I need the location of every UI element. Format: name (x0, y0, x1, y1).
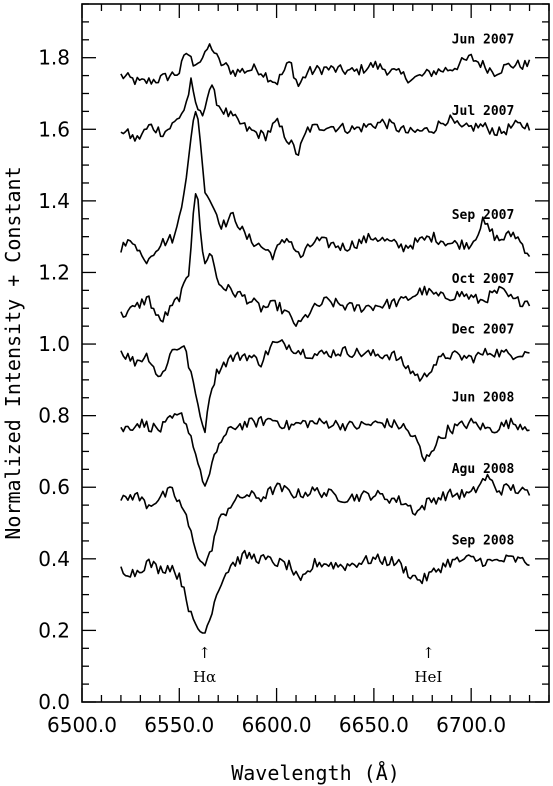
spectrum-line-6 (120, 473, 531, 567)
series-label-0: Jun 2007 (452, 32, 515, 47)
spectrum-line-7 (120, 549, 530, 634)
spectrum-line-3 (120, 193, 531, 328)
x-tick-label: 6550.0 (144, 713, 214, 737)
annotation-arrow-1: ↑ (422, 644, 435, 662)
labels-group: Jun 2007 Jul 2007 Sep 2007 Oct 2007 Dec 2007… (193, 32, 515, 686)
series-label-2: Sep 2007 (452, 208, 515, 223)
x-tick-label: 6650.0 (339, 713, 409, 737)
series-label-4: Dec 2007 (452, 322, 515, 337)
y-tick-label: 1.8 (38, 46, 70, 70)
x-tick-label: 6500.0 (47, 713, 117, 737)
annotation-arrow-0: ↑ (198, 644, 211, 662)
series-label-1: Jul 2007 (452, 104, 515, 119)
x-tick-label: 6600.0 (242, 713, 312, 737)
y-tick-label: 0.0 (38, 690, 70, 714)
spectrum-line-5 (120, 412, 530, 487)
y-tick-label: 1.0 (38, 332, 70, 356)
series-label-7: Sep 2008 (452, 534, 515, 549)
spectrum-line-0 (120, 43, 531, 88)
y-tick-label: 1.2 (38, 260, 70, 284)
y-tick-label: 0.6 (38, 475, 70, 499)
y-tick-label: 1.6 (38, 117, 70, 141)
series-label-6: Agu 2008 (452, 462, 515, 477)
series-label-5: Jun 2008 (452, 390, 515, 405)
spectrum-line-1 (120, 77, 531, 156)
annotation-label-0: Hα (193, 668, 216, 686)
x-axis-title: Wavelength (Å) (231, 761, 400, 785)
y-tick-label: 0.4 (38, 547, 70, 571)
y-tick-label: 0.2 (38, 618, 70, 642)
annotation-label-1: HeI (414, 668, 442, 686)
y-axis-title: Normalized Intensity + Constant (1, 166, 25, 539)
spectrum-line-2 (120, 110, 531, 265)
series-label-3: Oct 2007 (452, 272, 515, 287)
axes: 6500.0 6550.0 6600.0 6650.0 6700.0 0.0 0.2 0.4 0… (38, 3, 550, 737)
x-tick-label: 6700.0 (436, 713, 506, 737)
y-tick-label: 1.4 (38, 189, 70, 213)
spectrum-line-4 (120, 339, 530, 434)
series-group (120, 43, 531, 634)
y-tick-label: 0.8 (38, 404, 70, 428)
